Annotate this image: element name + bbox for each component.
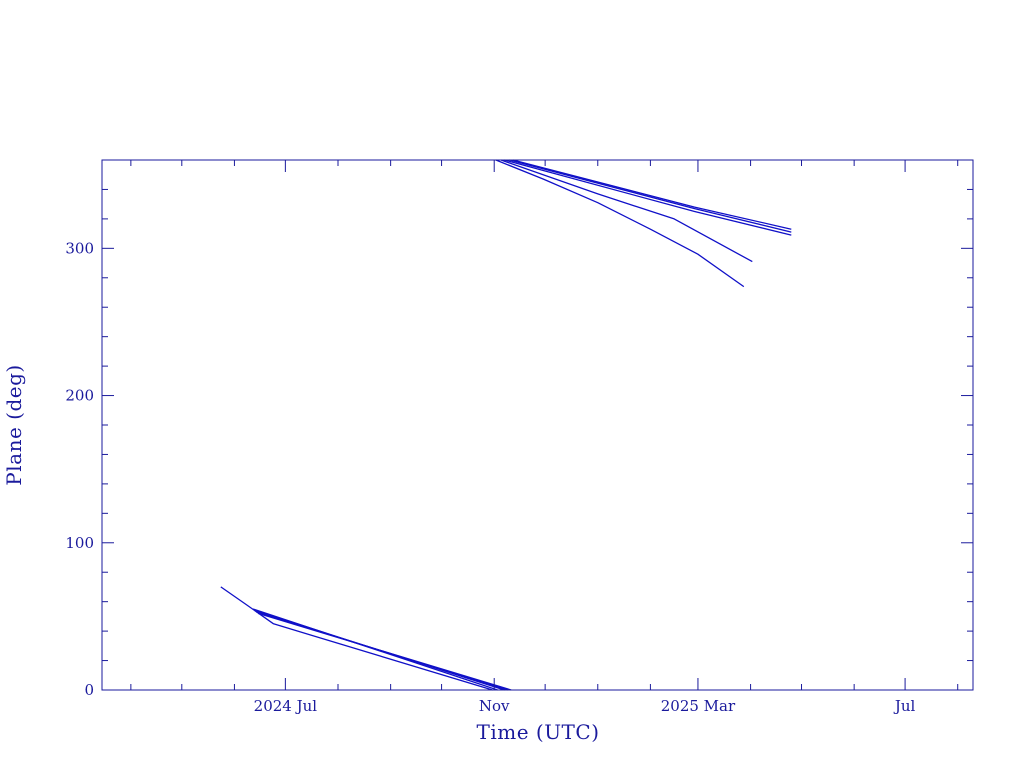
series-line-7 bbox=[500, 159, 753, 263]
y-tick-label: 0 bbox=[84, 681, 94, 699]
x-axis-title: Time (UTC) bbox=[477, 720, 600, 744]
series-line-10 bbox=[512, 159, 792, 230]
y-tick-label: 300 bbox=[65, 239, 94, 257]
y-axis-title: Plane (deg) bbox=[2, 364, 26, 485]
x-tick-label: 2024 Jul bbox=[254, 697, 318, 715]
x-tick-label: Nov bbox=[479, 697, 510, 715]
tick-layer bbox=[102, 159, 973, 691]
label-layer: 0 100 200 300 2024 Jul Nov 2025 Mar Jul bbox=[65, 239, 915, 715]
series-line-9 bbox=[509, 159, 792, 233]
series-layer bbox=[220, 159, 792, 691]
series-line-8 bbox=[504, 159, 792, 236]
plot-frame bbox=[101, 159, 974, 691]
series-line-6 bbox=[495, 159, 745, 288]
series-line-5 bbox=[258, 612, 512, 691]
x-tick-label: 2025 Mar bbox=[661, 697, 736, 715]
x-tick-label: Jul bbox=[893, 697, 916, 715]
y-tick-label: 200 bbox=[65, 387, 94, 405]
y-tick-label: 100 bbox=[65, 534, 94, 552]
